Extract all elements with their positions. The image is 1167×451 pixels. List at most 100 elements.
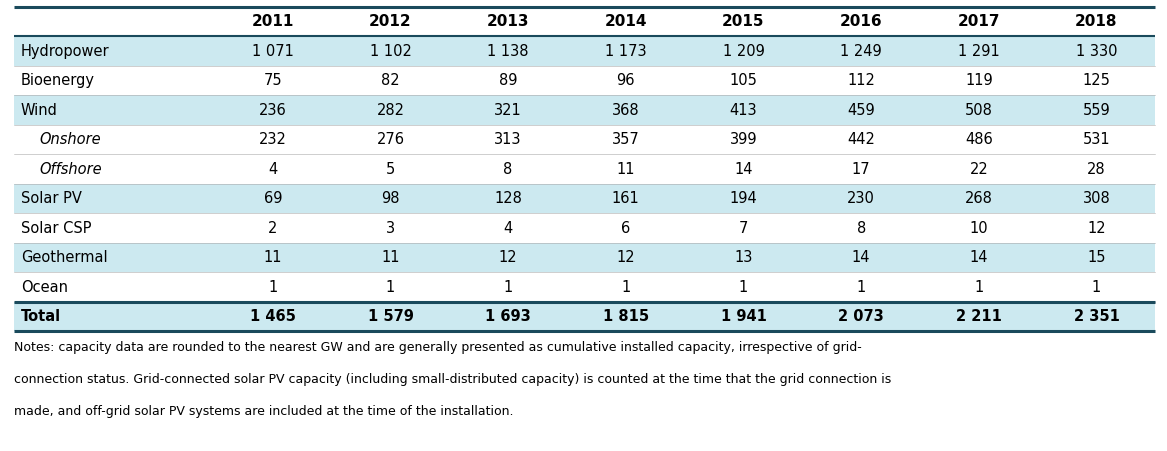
Text: 125: 125: [1083, 73, 1111, 88]
Text: 8: 8: [503, 161, 512, 177]
Text: 2015: 2015: [722, 14, 764, 29]
Text: 22: 22: [970, 161, 988, 177]
Text: 1 138: 1 138: [488, 44, 529, 59]
Text: Onshore: Onshore: [40, 132, 102, 147]
Text: 69: 69: [264, 191, 282, 206]
Text: 559: 559: [1083, 102, 1110, 118]
Text: 12: 12: [616, 250, 635, 265]
Text: 321: 321: [495, 102, 522, 118]
Text: 96: 96: [616, 73, 635, 88]
Text: 1 579: 1 579: [368, 309, 413, 324]
Text: 1 330: 1 330: [1076, 44, 1117, 59]
Text: 531: 531: [1083, 132, 1110, 147]
Text: 5: 5: [386, 161, 396, 177]
Text: Solar PV: Solar PV: [21, 191, 82, 206]
Text: 236: 236: [259, 102, 287, 118]
Text: 1 249: 1 249: [840, 44, 882, 59]
Text: 13: 13: [734, 250, 753, 265]
Text: 6: 6: [621, 221, 630, 236]
Text: 399: 399: [729, 132, 757, 147]
Text: 486: 486: [965, 132, 993, 147]
Text: 1 941: 1 941: [720, 309, 767, 324]
Text: 12: 12: [498, 250, 517, 265]
Text: 194: 194: [729, 191, 757, 206]
Text: 7: 7: [739, 221, 748, 236]
Text: 82: 82: [382, 73, 400, 88]
Text: 12: 12: [1088, 221, 1106, 236]
Text: 98: 98: [382, 191, 399, 206]
Text: Total: Total: [21, 309, 61, 324]
Text: 1: 1: [621, 280, 630, 295]
Text: 14: 14: [970, 250, 988, 265]
Bar: [14, 213, 1155, 243]
Text: 1: 1: [503, 280, 512, 295]
Text: 11: 11: [264, 250, 282, 265]
Text: 1: 1: [268, 280, 278, 295]
Text: Ocean: Ocean: [21, 280, 68, 295]
Bar: [14, 184, 1155, 213]
Bar: [14, 154, 1155, 184]
Text: 17: 17: [852, 161, 871, 177]
Text: 368: 368: [612, 102, 640, 118]
Text: 232: 232: [259, 132, 287, 147]
Text: made, and off-grid solar PV systems are included at the time of the installation: made, and off-grid solar PV systems are …: [14, 405, 513, 419]
Text: 508: 508: [965, 102, 993, 118]
Text: 2016: 2016: [840, 14, 882, 29]
Bar: [14, 36, 1155, 66]
Text: 1 815: 1 815: [602, 309, 649, 324]
Text: 8: 8: [857, 221, 866, 236]
Bar: [14, 7, 1155, 36]
Text: 2: 2: [268, 221, 278, 236]
Text: 268: 268: [965, 191, 993, 206]
Text: 4: 4: [503, 221, 512, 236]
Text: 459: 459: [847, 102, 875, 118]
Text: 14: 14: [734, 161, 753, 177]
Text: 112: 112: [847, 73, 875, 88]
Text: 276: 276: [377, 132, 405, 147]
Text: 1: 1: [974, 280, 984, 295]
Text: 119: 119: [965, 73, 993, 88]
Text: Bioenergy: Bioenergy: [21, 73, 95, 88]
Text: 413: 413: [729, 102, 757, 118]
Text: 2017: 2017: [958, 14, 1000, 29]
Text: 161: 161: [612, 191, 640, 206]
Bar: [14, 272, 1155, 302]
Text: 282: 282: [377, 102, 405, 118]
Text: 128: 128: [494, 191, 522, 206]
Bar: [14, 302, 1155, 331]
Bar: [14, 243, 1155, 272]
Text: 2011: 2011: [252, 14, 294, 29]
Text: Notes: capacity data are rounded to the nearest GW and are generally presented a: Notes: capacity data are rounded to the …: [14, 341, 861, 354]
Text: 313: 313: [495, 132, 522, 147]
Text: 357: 357: [612, 132, 640, 147]
Text: 2012: 2012: [369, 14, 412, 29]
Text: 2 351: 2 351: [1074, 309, 1119, 324]
Text: 442: 442: [847, 132, 875, 147]
Text: 2014: 2014: [605, 14, 647, 29]
Text: 15: 15: [1088, 250, 1106, 265]
Text: 2018: 2018: [1075, 14, 1118, 29]
Bar: [14, 95, 1155, 125]
Text: Wind: Wind: [21, 102, 58, 118]
Text: 1: 1: [386, 280, 396, 295]
Bar: [14, 66, 1155, 95]
Text: Hydropower: Hydropower: [21, 44, 110, 59]
Text: 2013: 2013: [487, 14, 530, 29]
Text: 1 291: 1 291: [958, 44, 1000, 59]
Text: 308: 308: [1083, 191, 1110, 206]
Text: Geothermal: Geothermal: [21, 250, 107, 265]
Text: 4: 4: [268, 161, 278, 177]
Text: 230: 230: [847, 191, 875, 206]
Text: 1 102: 1 102: [370, 44, 412, 59]
Bar: [14, 125, 1155, 154]
Text: 14: 14: [852, 250, 871, 265]
Text: 28: 28: [1088, 161, 1106, 177]
Text: Solar CSP: Solar CSP: [21, 221, 91, 236]
Text: 105: 105: [729, 73, 757, 88]
Text: 10: 10: [970, 221, 988, 236]
Text: 89: 89: [498, 73, 517, 88]
Text: 1 071: 1 071: [252, 44, 294, 59]
Text: 75: 75: [264, 73, 282, 88]
Text: 1 173: 1 173: [605, 44, 647, 59]
Text: connection status. Grid-connected solar PV capacity (including small-distributed: connection status. Grid-connected solar …: [14, 373, 892, 386]
